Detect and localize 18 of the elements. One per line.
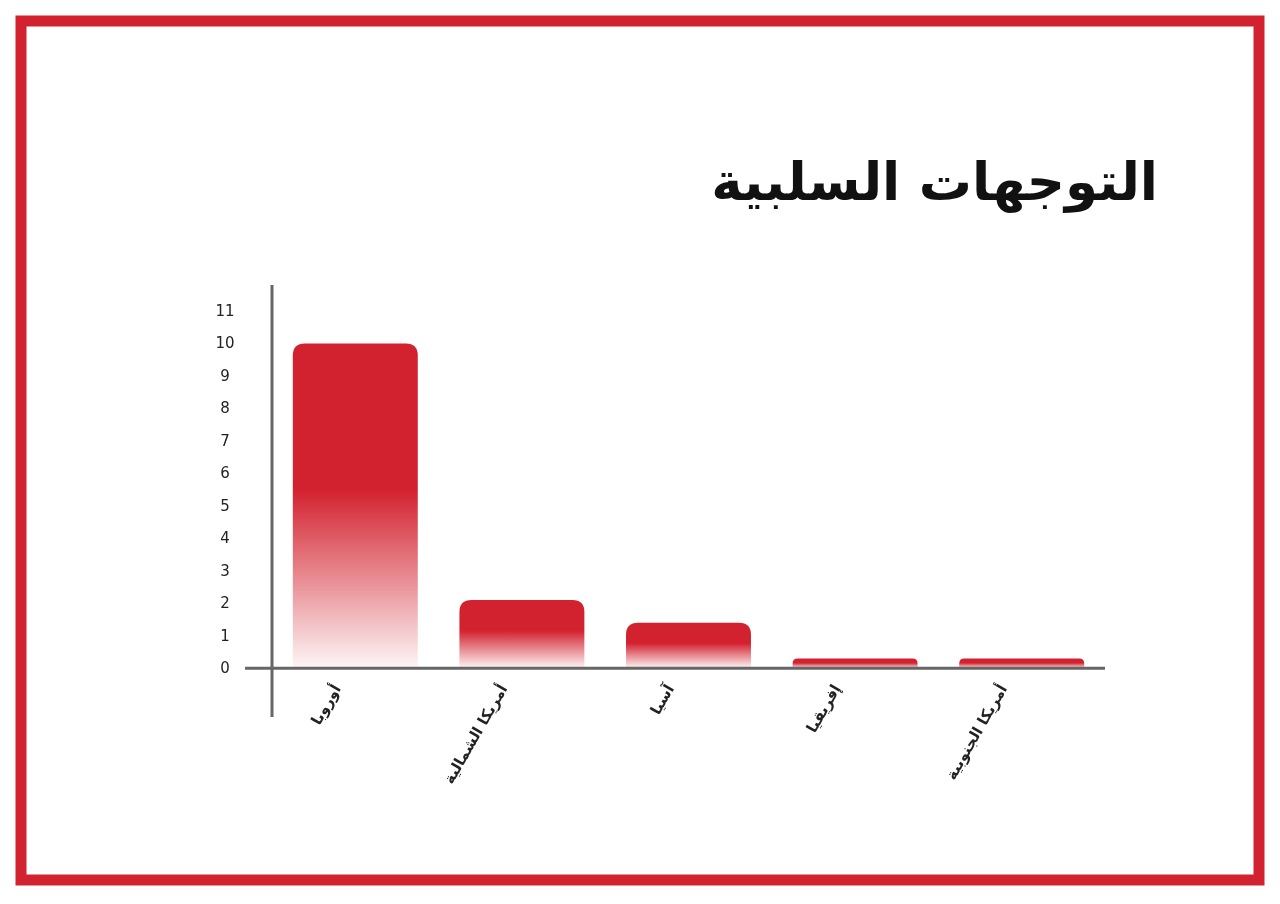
y-tick-label: 10 bbox=[215, 334, 235, 353]
y-tick-label: 9 bbox=[220, 366, 230, 385]
x-tick-label: آسيا bbox=[646, 681, 678, 718]
x-tick-label: إفريقيا bbox=[802, 681, 845, 736]
y-tick-label: 1 bbox=[220, 626, 230, 645]
title: التوجهات السلبية bbox=[711, 151, 1158, 212]
x-tick-label: أمريكا الجنوبية bbox=[942, 681, 1012, 783]
y-tick-label: 0 bbox=[220, 659, 230, 678]
x-tick-label: أمريكا الشمالية bbox=[440, 681, 512, 787]
x-tick-label: أوروبا bbox=[307, 681, 345, 729]
y-tick-label: 6 bbox=[220, 464, 230, 483]
y-tick-label: 11 bbox=[215, 302, 235, 320]
y-tick-label: 2 bbox=[220, 594, 230, 613]
y-tick-label: 8 bbox=[220, 399, 230, 418]
y-tick-label: 7 bbox=[220, 431, 230, 450]
y-tick-label: 4 bbox=[220, 529, 230, 548]
y-tick-label: 5 bbox=[220, 496, 230, 515]
y-tick-label: 3 bbox=[220, 561, 230, 580]
